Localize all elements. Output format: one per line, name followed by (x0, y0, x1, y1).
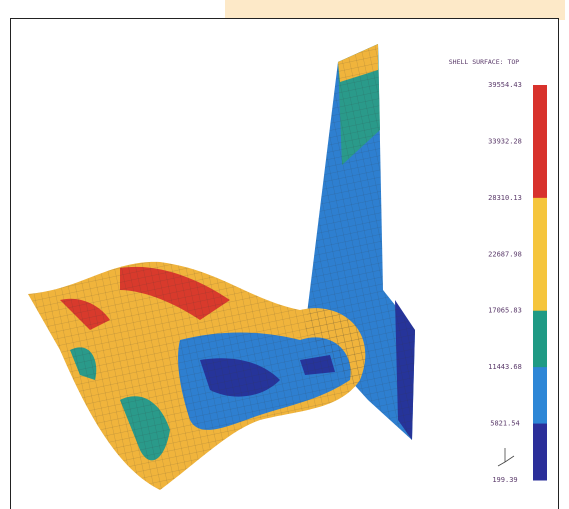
legend-label: 39554.43 (488, 81, 522, 89)
legend-label: 11443.68 (488, 363, 522, 371)
fea-view: SHELL SURFACE: TOP 39554.43 33932.28 28310… (0, 0, 569, 509)
legend-title: SHELL SURFACE: TOP (449, 58, 520, 66)
legend-band (533, 311, 547, 368)
page: SHELL SURFACE: TOP 39554.43 33932.28 28310… (0, 0, 569, 509)
legend-band (533, 367, 547, 424)
legend-bar (533, 85, 547, 481)
legend-band (533, 424, 547, 481)
legend-label: 28310.13 (488, 194, 522, 202)
legend-band (533, 254, 547, 311)
legend-label: 17065.83 (488, 307, 522, 315)
legend-label: 199.39 (492, 476, 517, 484)
frame (11, 19, 559, 509)
legend-band (533, 141, 547, 198)
legend-label: 5821.54 (490, 420, 520, 428)
legend-label: 33932.28 (488, 137, 522, 145)
legend-band (533, 85, 547, 142)
legend-label: 22687.98 (488, 250, 522, 258)
top-strip (225, 0, 565, 20)
legend-band (533, 198, 547, 255)
